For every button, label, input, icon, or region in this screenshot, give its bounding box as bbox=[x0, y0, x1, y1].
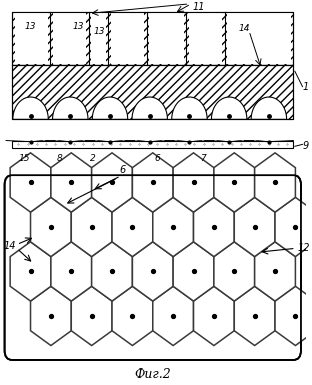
Polygon shape bbox=[71, 198, 112, 257]
Polygon shape bbox=[193, 286, 234, 346]
Bar bbox=[12, 65, 293, 119]
Text: 8: 8 bbox=[57, 154, 62, 163]
Bar bbox=[189, 13, 222, 64]
Polygon shape bbox=[92, 242, 132, 301]
Polygon shape bbox=[275, 198, 312, 257]
Text: 13: 13 bbox=[25, 22, 36, 32]
Polygon shape bbox=[31, 198, 71, 257]
Polygon shape bbox=[234, 286, 275, 346]
Text: 14: 14 bbox=[3, 241, 16, 251]
Polygon shape bbox=[92, 153, 132, 212]
Polygon shape bbox=[234, 198, 275, 257]
Polygon shape bbox=[255, 242, 295, 301]
Polygon shape bbox=[251, 97, 287, 119]
Polygon shape bbox=[173, 242, 214, 301]
Bar bbox=[15, 13, 48, 64]
Text: 6: 6 bbox=[154, 154, 160, 163]
Bar bbox=[227, 13, 291, 64]
Polygon shape bbox=[214, 153, 255, 212]
FancyBboxPatch shape bbox=[5, 175, 301, 360]
Polygon shape bbox=[13, 97, 48, 119]
Polygon shape bbox=[212, 97, 247, 119]
Text: 13: 13 bbox=[94, 27, 105, 36]
Polygon shape bbox=[255, 153, 295, 212]
Text: 9: 9 bbox=[303, 141, 309, 151]
Polygon shape bbox=[10, 242, 51, 301]
Polygon shape bbox=[132, 153, 173, 212]
Bar bbox=[12, 12, 293, 65]
Text: 12: 12 bbox=[298, 243, 310, 253]
Bar bbox=[91, 13, 106, 64]
Bar bbox=[12, 12, 293, 65]
Polygon shape bbox=[51, 153, 92, 212]
Polygon shape bbox=[153, 198, 193, 257]
Text: 1: 1 bbox=[303, 82, 309, 92]
Polygon shape bbox=[172, 97, 207, 119]
Text: 13: 13 bbox=[72, 22, 84, 32]
Polygon shape bbox=[51, 242, 92, 301]
Bar bbox=[53, 13, 86, 64]
Text: 14: 14 bbox=[239, 24, 250, 33]
Text: Фиг.2: Фиг.2 bbox=[134, 368, 171, 381]
Bar bbox=[12, 65, 293, 119]
Polygon shape bbox=[275, 286, 312, 346]
Text: 7: 7 bbox=[200, 154, 206, 163]
Bar bbox=[12, 141, 293, 148]
Polygon shape bbox=[10, 153, 51, 212]
Polygon shape bbox=[214, 242, 255, 301]
Polygon shape bbox=[193, 198, 234, 257]
Bar bbox=[111, 13, 144, 64]
Polygon shape bbox=[31, 286, 71, 346]
Polygon shape bbox=[132, 97, 168, 119]
Polygon shape bbox=[132, 242, 173, 301]
Polygon shape bbox=[112, 286, 153, 346]
Text: 11: 11 bbox=[193, 2, 205, 12]
Polygon shape bbox=[153, 286, 193, 346]
Text: 15: 15 bbox=[19, 154, 30, 163]
Polygon shape bbox=[173, 153, 214, 212]
Polygon shape bbox=[52, 97, 88, 119]
Polygon shape bbox=[71, 286, 112, 346]
Polygon shape bbox=[112, 198, 153, 257]
Bar bbox=[149, 13, 184, 64]
Text: 2: 2 bbox=[90, 154, 96, 163]
Text: 6: 6 bbox=[119, 165, 125, 175]
Polygon shape bbox=[92, 97, 128, 119]
